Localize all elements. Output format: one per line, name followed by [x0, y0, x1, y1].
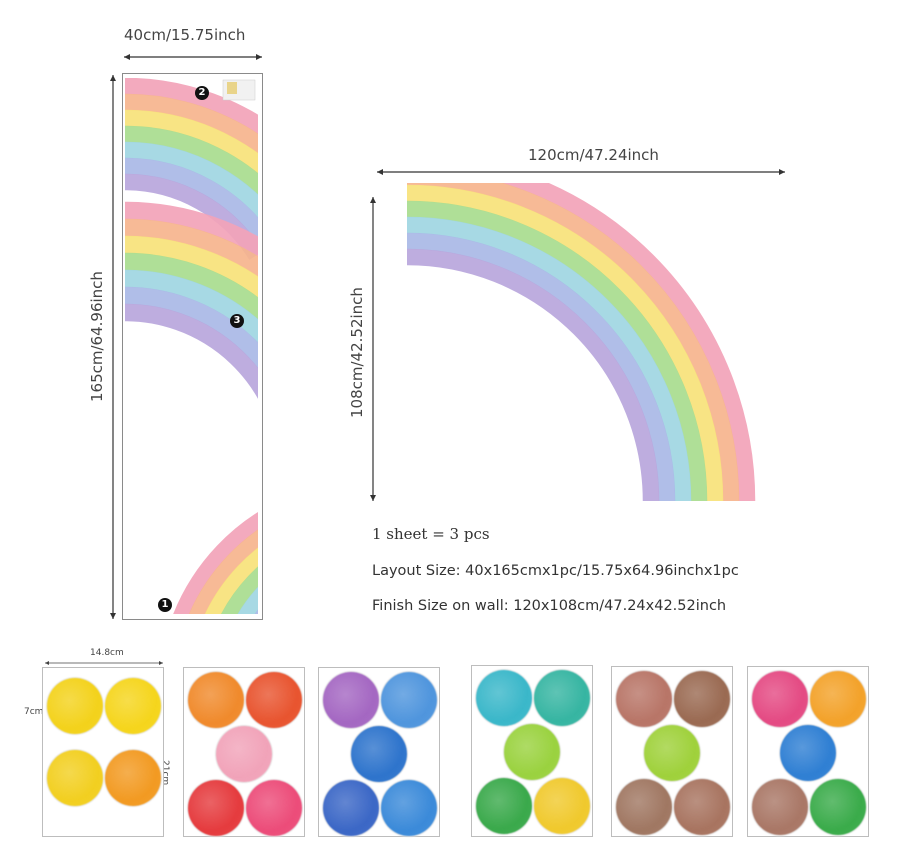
sheet-width-arrow [124, 54, 262, 60]
big-rainbow-band-4 [406, 216, 692, 502]
piece-1-band-3 [221, 566, 258, 614]
color-dot [616, 671, 672, 727]
color-dot [381, 672, 437, 728]
color-dot [105, 750, 161, 806]
color-dot [674, 671, 730, 727]
dot-height-label: 7cm [24, 707, 44, 717]
dot-sheet-width-arrow [45, 661, 163, 665]
big-rainbow-band-0 [501, 183, 756, 502]
piece-3-band-2 [125, 235, 258, 298]
piece-3-band-3 [125, 252, 258, 320]
sheet-height-arrow [110, 75, 116, 619]
piece-3-band-5 [125, 286, 258, 369]
color-dot [323, 672, 379, 728]
piece-3-band-6 [125, 303, 258, 399]
color-dot [674, 779, 730, 835]
color-dot [188, 780, 244, 836]
sheet-width-label: 40cm/15.75inch [124, 26, 246, 44]
assembled-height-label: 108cm/42.52inch [348, 287, 366, 418]
dot-sticker-sheet-4 [471, 665, 593, 837]
spec-layout-size: Layout Size: 40x165cmx1pc/15.75x64.96inc… [372, 563, 739, 579]
piece-3-band-1 [125, 218, 258, 278]
assembled-rainbow [406, 183, 756, 502]
dot-sticker-sheet-5 [611, 666, 733, 837]
color-dot [616, 779, 672, 835]
piece-number-3: 3 [230, 314, 244, 328]
piece-3-band-4 [125, 269, 258, 344]
color-dot [105, 678, 161, 734]
color-dot [216, 726, 272, 782]
color-dot [246, 672, 302, 728]
color-dot [534, 670, 590, 726]
sheet-height-label: 165cm/64.96inch [88, 271, 106, 402]
assembled-width-label: 120cm/47.24inch [528, 146, 659, 164]
color-dot [47, 750, 103, 806]
color-dot [752, 671, 808, 727]
big-rainbow-band-1 [406, 183, 740, 502]
assembled-height-arrow [370, 197, 376, 501]
color-dot [381, 780, 437, 836]
dot-sticker-sheet-3 [318, 667, 440, 837]
piece-1-band-0 [173, 512, 258, 614]
big-rainbow-band-2 [406, 184, 724, 502]
color-dot [644, 725, 700, 781]
color-dot [504, 724, 560, 780]
piece-3-band-0 [125, 201, 258, 257]
color-dot [534, 778, 590, 834]
piece-2-band-3 [125, 125, 258, 196]
piece-number-2: 2 [195, 86, 209, 100]
piece-1-band-1 [188, 529, 258, 614]
dot-sticker-sheet-1 [42, 667, 164, 837]
color-dot [780, 725, 836, 781]
dot-sticker-sheet-6 [747, 666, 869, 837]
color-dot [246, 780, 302, 836]
color-dot [810, 671, 866, 727]
color-dot [476, 670, 532, 726]
color-dot [476, 778, 532, 834]
color-dot [47, 678, 103, 734]
color-dot [752, 779, 808, 835]
spec-finish-size: Finish Size on wall: 120x108cm/47.24x42.… [372, 598, 727, 614]
piece-1-band-2 [204, 547, 258, 614]
big-rainbow-band-6 [406, 248, 660, 502]
color-dot [810, 779, 866, 835]
piece-2-band-0 [125, 78, 258, 135]
big-rainbow-band-5 [406, 232, 676, 502]
piece-number-1: 1 [158, 598, 172, 612]
big-rainbow-band-3 [406, 200, 708, 502]
dot-sticker-sheet-2 [183, 667, 305, 837]
dot-sheet-width-label: 14.8cm [90, 648, 124, 658]
layout-sheet-rainbows [125, 78, 258, 614]
color-dot [188, 672, 244, 728]
piece-2-band-2 [125, 109, 258, 174]
color-dot [323, 780, 379, 836]
spec-pieces: 1 sheet = 3 pcs [372, 525, 490, 543]
layout-sheet [122, 73, 263, 620]
piece-2-band-5 [125, 157, 258, 245]
assembled-width-arrow [377, 169, 785, 175]
piece-2-band-4 [125, 141, 258, 219]
color-dot [351, 726, 407, 782]
piece-2-band-1 [125, 93, 258, 154]
